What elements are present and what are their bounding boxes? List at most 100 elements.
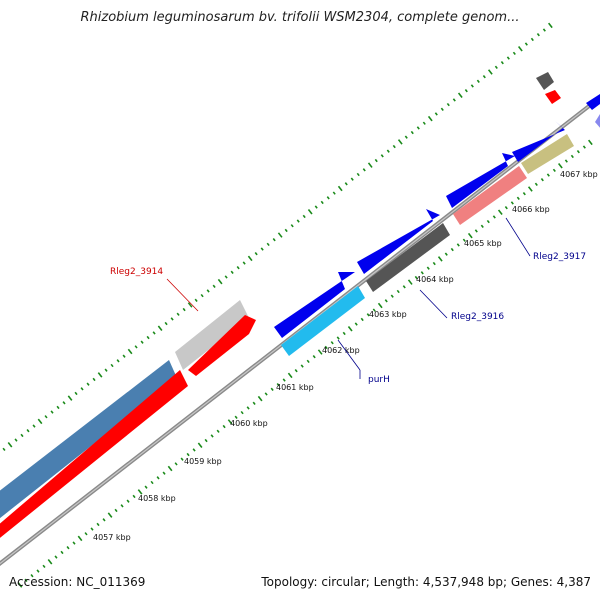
tick-mark [180, 457, 184, 461]
tick-mark [252, 401, 256, 405]
scale-label: 4064 kbp [416, 275, 454, 284]
tick-mark [282, 378, 286, 382]
scale-label: 4066 kbp [512, 205, 550, 214]
tick-mark [186, 452, 190, 457]
tick-mark [97, 372, 103, 378]
tick-mark [17, 582, 23, 588]
gene-olive [521, 134, 574, 174]
tick-mark [527, 186, 533, 192]
gene-labels[interactable]: Rleg2_3914 purH Rleg2_3916 Rleg2_3917 [110, 217, 586, 385]
tick-mark [110, 363, 114, 368]
gene-red-long [0, 370, 188, 538]
tick-mark [426, 266, 430, 270]
tick-mark [356, 172, 360, 177]
gene-grey-small [536, 72, 554, 90]
tick-mark [420, 271, 424, 275]
tick-mark [30, 574, 34, 578]
tick-mark [224, 275, 228, 279]
tick-mark [50, 410, 54, 414]
tick-mark [247, 255, 253, 262]
scale-label: 4058 kbp [138, 494, 176, 503]
tick-mark [264, 392, 268, 396]
tick-mark [170, 317, 174, 321]
tick-mark [564, 159, 568, 163]
tick-mark [176, 312, 180, 316]
scale-label: 4060 kbp [230, 419, 268, 428]
tick-mark [287, 372, 293, 379]
tick-mark [362, 168, 366, 172]
tick-mark [246, 406, 250, 410]
tick-mark [324, 345, 328, 350]
tick-mark [516, 196, 520, 200]
tick-mark [402, 285, 406, 289]
tick-mark [14, 438, 18, 442]
tick-mark [266, 242, 270, 247]
tick-mark [500, 61, 504, 65]
tick-mark [150, 480, 154, 485]
gene-blue-3 [446, 153, 515, 208]
tick-mark [337, 185, 343, 192]
tick-mark [366, 313, 370, 317]
tick-mark [36, 569, 40, 573]
gene-label-rleg2-3916: Rleg2_3916 [451, 312, 504, 322]
tick-mark [206, 289, 210, 293]
tick-mark [92, 377, 96, 382]
gene-blue-1 [274, 272, 355, 338]
tick-mark [126, 499, 130, 503]
tick-mark [344, 182, 348, 186]
tick-mark [227, 419, 233, 425]
tick-mark [157, 325, 163, 331]
tick-mark [164, 321, 168, 326]
tick-mark [210, 434, 214, 438]
tick-mark [427, 115, 433, 122]
gene-grey-dark [366, 223, 450, 292]
tick-mark [494, 65, 498, 70]
tick-mark [140, 340, 144, 344]
tick-mark [32, 424, 36, 428]
tick-mark [350, 177, 354, 181]
gene-red-2 [188, 315, 256, 376]
tick-mark [132, 494, 136, 499]
gene-label-rleg2-3917: Rleg2_3917 [533, 252, 586, 262]
tick-mark [74, 391, 78, 396]
gene-blue-2 [357, 209, 440, 274]
tick-mark [120, 504, 124, 508]
tick-mark [320, 200, 324, 205]
tick-mark [26, 429, 30, 433]
gene-blue-5 [586, 94, 600, 110]
tick-mark [240, 410, 244, 415]
tick-mark [300, 364, 304, 368]
tick-mark [162, 471, 166, 475]
tick-mark [44, 415, 48, 419]
tick-mark [506, 56, 510, 60]
tick-mark [116, 359, 120, 363]
tick-mark [66, 546, 70, 550]
tick-mark [216, 429, 220, 433]
tick-mark [317, 349, 323, 355]
tick-marks [2, 22, 593, 588]
tick-mark [242, 261, 246, 265]
tick-mark [470, 84, 474, 88]
tick-mark [200, 293, 204, 298]
tick-mark [360, 317, 364, 322]
tick-mark [492, 215, 496, 219]
tick-mark [182, 307, 186, 312]
tick-mark [156, 476, 160, 480]
tick-mark [437, 256, 443, 262]
tick-mark [497, 209, 503, 216]
tick-mark [552, 168, 556, 173]
tick-mark [254, 252, 258, 256]
tick-mark [410, 130, 414, 135]
tick-mark [557, 162, 563, 169]
tick-mark [306, 359, 310, 364]
tick-mark [236, 265, 240, 270]
tick-mark [522, 191, 526, 196]
tick-mark [296, 219, 300, 223]
tick-mark [67, 395, 73, 401]
tick-mark [86, 382, 90, 386]
gene-lavender [595, 114, 600, 132]
tick-mark [548, 22, 553, 29]
gene-blue-4 [512, 121, 565, 162]
tick-mark [217, 278, 223, 285]
